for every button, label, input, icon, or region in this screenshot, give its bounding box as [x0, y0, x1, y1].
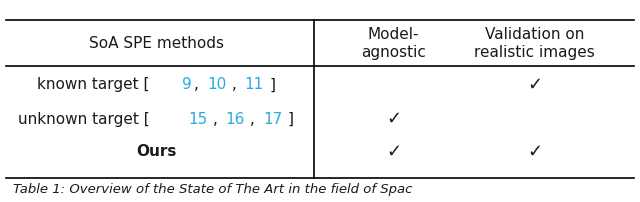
Text: ✓: ✓	[386, 142, 401, 161]
Text: ,: ,	[195, 77, 204, 92]
Text: ✓: ✓	[527, 76, 542, 94]
Text: ,: ,	[213, 112, 223, 127]
Text: Validation on
realistic images: Validation on realistic images	[474, 27, 595, 60]
Text: unknown target [: unknown target [	[18, 112, 150, 127]
Text: ✓: ✓	[527, 142, 542, 161]
Text: Model-
agnostic: Model- agnostic	[361, 27, 426, 60]
Text: known target [: known target [	[36, 77, 149, 92]
Text: 17: 17	[263, 112, 282, 127]
Text: 16: 16	[225, 112, 245, 127]
Text: SoA SPE methods: SoA SPE methods	[90, 36, 224, 51]
Text: Ours: Ours	[136, 144, 177, 159]
Text: ,: ,	[250, 112, 260, 127]
Text: ]: ]	[288, 112, 294, 127]
Text: ,: ,	[232, 77, 241, 92]
Text: 11: 11	[244, 77, 264, 92]
Text: ✓: ✓	[386, 110, 401, 128]
Text: Table 1: Overview of the State of The Art in the field of Spac: Table 1: Overview of the State of The Ar…	[13, 183, 412, 196]
Text: 9: 9	[182, 77, 191, 92]
Text: 10: 10	[207, 77, 226, 92]
Text: 15: 15	[188, 112, 207, 127]
Text: ]: ]	[269, 77, 275, 92]
